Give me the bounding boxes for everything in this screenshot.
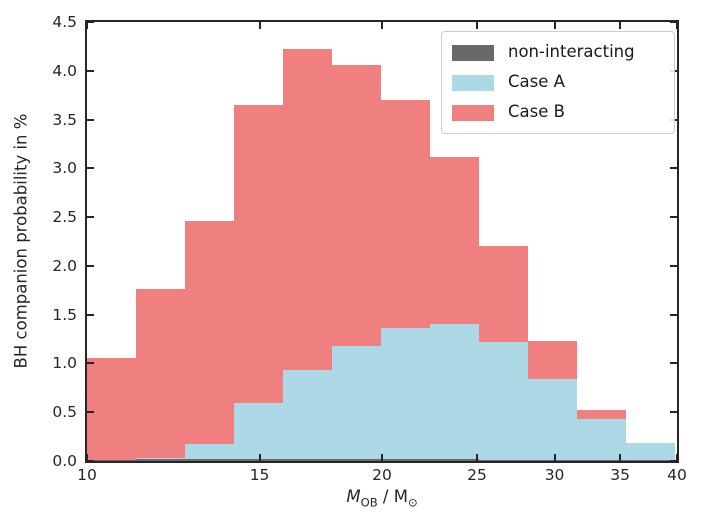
sun-symbol: ⊙ [407,495,418,510]
histogram-bar-case-a [234,403,283,461]
x-axis-tick [676,454,678,461]
y-tick-label: 1.0 [52,354,77,373]
legend-label: Case B [508,102,565,122]
legend: non-interacting Case A Case B [441,31,675,134]
histogram-bar-case-b [234,104,283,461]
y-axis-tick [670,313,677,316]
legend-label: non-interacting [508,42,635,62]
x-axis-label-variable-subscript: OB [360,495,378,510]
y-tick-label: 3.5 [52,110,77,129]
y-tick-label: 0.0 [52,452,77,470]
x-axis-tick [619,22,622,29]
x-axis-tick [86,22,88,29]
y-tick-label: 4.0 [52,61,77,80]
legend-swatch-case-b [452,104,494,121]
histogram-bar-case-a [185,444,235,461]
x-tick-label: 35 [610,466,631,484]
histogram-bar-non-interacting [576,460,626,461]
x-axis-tick [553,454,556,461]
histogram-bar-non-interacting [479,460,528,461]
histogram-bar-case-a [430,324,479,461]
y-axis-tick [87,411,94,414]
x-tick-label: 20 [372,466,392,484]
x-axis-label-variable: M [346,487,361,506]
x-tick-label: 25 [467,466,487,484]
legend-item-case-a: Case A [452,71,664,94]
legend-item-non-interacting: non-interacting [452,41,664,64]
histogram-bar-non-interacting [625,460,675,461]
histogram-bar-case-b [87,357,136,461]
plot-area: non-interacting Case A Case B 10 15 20 25 30… [52,13,687,484]
x-tick-label: 40 [667,466,687,484]
x-tick-label: 15 [249,466,270,484]
histogram-bar-non-interacting [135,459,185,461]
y-axis-tick [670,362,677,365]
x-tick-label: 30 [544,466,565,484]
x-axis-tick [258,22,261,29]
x-axis-tick [475,22,478,29]
x-axis-tick [381,454,383,461]
legend-label: Case A [508,72,565,92]
y-tick-label: 1.5 [52,305,77,324]
histogram-bar-non-interacting [87,460,136,461]
histogram-bar-non-interacting [380,459,431,461]
histogram-bar-case-a [527,379,577,461]
y-axis-tick [87,21,94,23]
histogram-bar-non-interacting [331,459,381,461]
legend-swatch-case-a [452,74,494,91]
histogram-bar-non-interacting [283,459,332,461]
y-axis-label: BH companion probability in % [11,113,31,369]
y-axis-tick [670,411,677,414]
histogram-bar-case-a [283,370,332,461]
histogram-bar-non-interacting [430,459,479,461]
x-axis-label-separator: / [377,487,394,506]
y-axis-tick [87,362,94,365]
legend-swatch-non-interacting [452,44,494,61]
x-axis-label: MOB / M⊙ [85,487,679,509]
y-axis-tick [87,69,94,72]
y-tick-label: 0.5 [52,403,77,422]
histogram-bar-case-a [576,419,626,461]
x-axis-tick [553,22,556,29]
y-axis-tick [670,264,677,267]
histogram-bar-case-a [479,341,528,461]
y-axis-tick [670,167,677,170]
histogram-bar-case-a [331,345,381,461]
y-axis-tick [87,167,94,170]
y-axis-tick [87,264,94,267]
y-axis-tick [670,216,677,219]
histogram-bar-non-interacting [185,459,235,461]
x-axis-tick [258,454,261,461]
x-axis-tick [381,22,383,29]
x-tick-label: 10 [77,466,97,484]
x-axis-label-unit: M [393,487,408,506]
x-axis-tick [619,454,622,461]
x-axis-tick [475,454,478,461]
histogram-bar-non-interacting [527,460,577,461]
legend-item-case-b: Case B [452,101,664,124]
y-axis-tick [87,460,94,462]
y-axis-tick [87,313,94,316]
x-axis-tick [86,454,88,461]
y-tick-label: 2.5 [52,208,77,227]
y-axis-tick [87,118,94,121]
histogram-bar-case-b [135,289,185,461]
y-axis-tick [670,460,677,462]
y-tick-label: 2.0 [52,256,77,275]
y-axis-tick [670,21,677,23]
y-tick-label: 4.5 [52,13,77,31]
histogram-bar-case-a [625,443,675,461]
y-tick-label: 3.0 [52,159,77,178]
histogram-bar-case-b [185,221,235,461]
histogram-bar-case-a [380,328,431,461]
y-axis-tick [87,216,94,219]
x-axis-tick [676,22,678,29]
